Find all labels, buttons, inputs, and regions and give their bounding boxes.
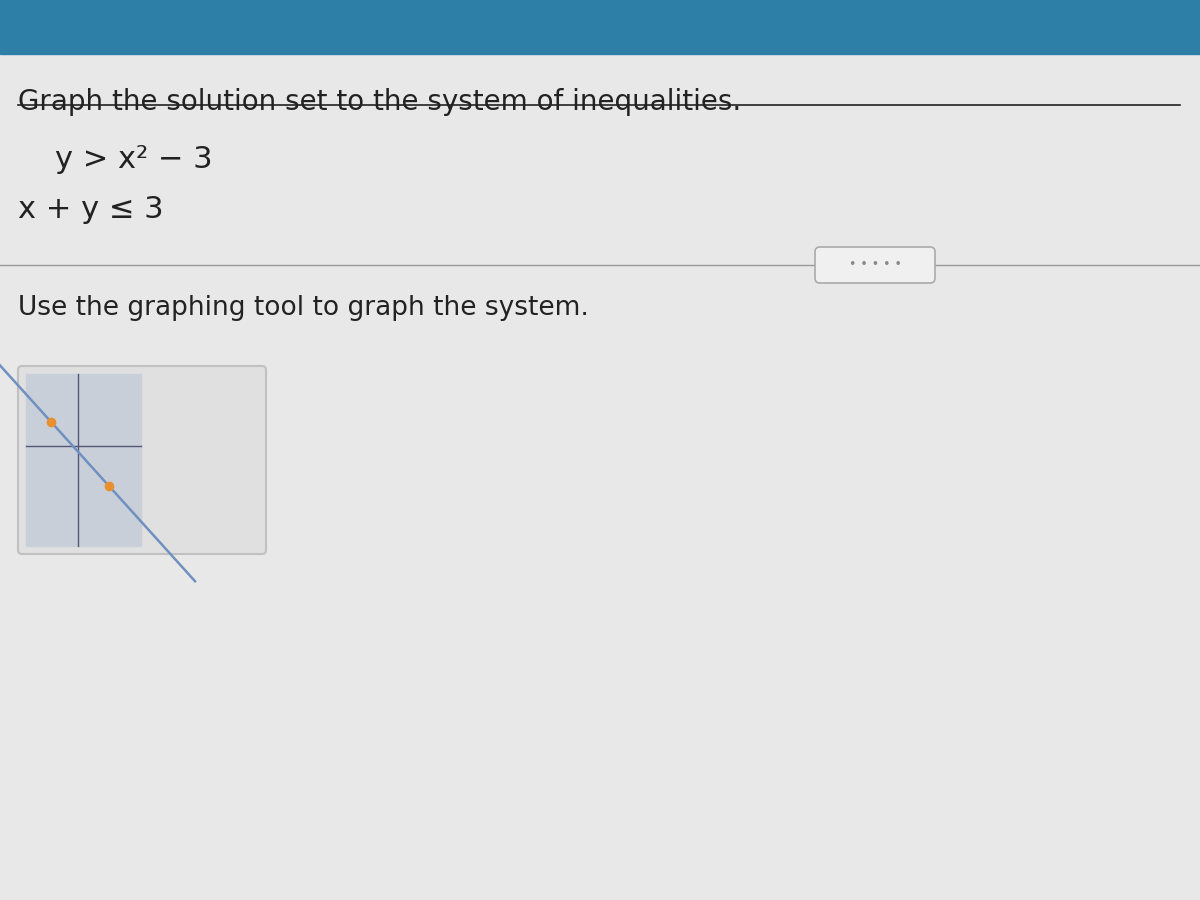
Bar	[0, 0, 1200, 54]
Text: Use the graphing tool to graph the system.: Use the graphing tool to graph the syste…	[18, 295, 589, 321]
Bar	[26, 374, 142, 546]
Text: x + y ≤ 3: x + y ≤ 3	[18, 195, 163, 224]
FancyBboxPatch shape	[815, 247, 935, 283]
Text: graph: graph	[155, 486, 233, 512]
Text: enlarge: enlarge	[155, 462, 254, 488]
Text: Graph the solution set to the system of inequalities.: Graph the solution set to the system of …	[18, 88, 742, 116]
FancyBboxPatch shape	[18, 366, 266, 554]
Text: • • • • •: • • • • •	[848, 258, 901, 272]
Text: Click to: Click to	[155, 438, 253, 464]
Text: y > x² − 3: y > x² − 3	[55, 145, 212, 174]
